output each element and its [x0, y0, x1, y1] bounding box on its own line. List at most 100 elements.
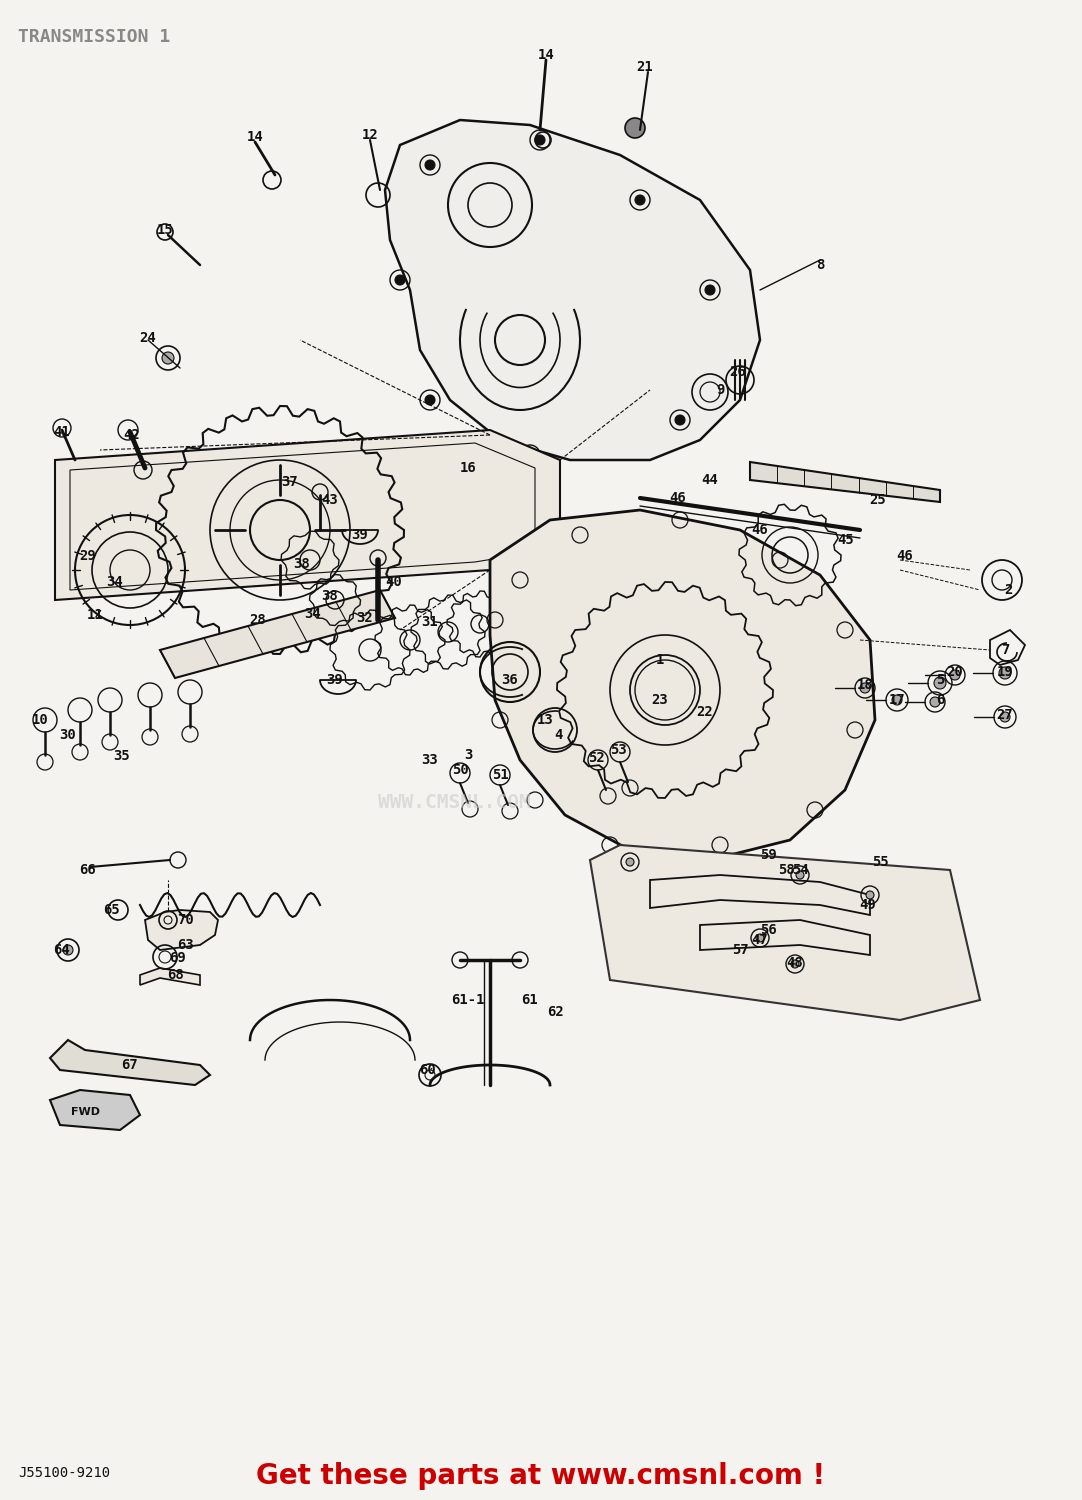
- Circle shape: [525, 450, 535, 460]
- Text: 18: 18: [857, 678, 873, 692]
- Text: 54: 54: [792, 862, 808, 877]
- Text: 38: 38: [293, 556, 311, 572]
- Text: 45: 45: [837, 532, 855, 548]
- Text: 15: 15: [157, 224, 173, 237]
- Text: J55100-9210: J55100-9210: [18, 1466, 110, 1480]
- Circle shape: [796, 871, 804, 879]
- Text: 60: 60: [420, 1064, 436, 1077]
- Text: 43: 43: [321, 494, 339, 507]
- Text: 1: 1: [656, 652, 664, 668]
- Text: 12: 12: [361, 128, 379, 142]
- Text: 9: 9: [716, 382, 724, 398]
- Circle shape: [791, 960, 799, 968]
- Text: 49: 49: [859, 898, 876, 912]
- Circle shape: [950, 670, 960, 680]
- Circle shape: [705, 285, 715, 296]
- Circle shape: [675, 416, 685, 424]
- Text: 2: 2: [1004, 584, 1012, 597]
- Text: TRANSMISSION 1: TRANSMISSION 1: [18, 28, 170, 46]
- Text: 64: 64: [54, 944, 70, 957]
- Text: 29: 29: [80, 549, 96, 562]
- Text: 53: 53: [609, 742, 626, 758]
- Polygon shape: [50, 1090, 140, 1130]
- Text: 46: 46: [897, 549, 913, 562]
- Text: 14: 14: [247, 130, 263, 144]
- Circle shape: [626, 858, 634, 865]
- Text: 67: 67: [121, 1058, 138, 1072]
- Text: 41: 41: [54, 424, 70, 439]
- Text: 36: 36: [502, 674, 518, 687]
- Polygon shape: [385, 120, 760, 460]
- Text: 51: 51: [491, 768, 509, 782]
- Text: 30: 30: [60, 728, 77, 742]
- Polygon shape: [160, 590, 395, 678]
- Text: 39: 39: [352, 528, 368, 542]
- Text: WWW.CMSNL.COM: WWW.CMSNL.COM: [378, 794, 531, 812]
- Polygon shape: [55, 430, 560, 600]
- Text: 17: 17: [888, 693, 906, 706]
- Polygon shape: [50, 1040, 210, 1084]
- Text: 4: 4: [554, 728, 563, 742]
- Text: 10: 10: [31, 712, 49, 728]
- Text: 16: 16: [460, 460, 476, 476]
- Text: 61-1: 61-1: [451, 993, 485, 1006]
- Text: 56: 56: [760, 922, 777, 938]
- Text: 38: 38: [321, 590, 339, 603]
- Circle shape: [395, 274, 405, 285]
- Text: 61: 61: [522, 993, 539, 1006]
- Text: 28: 28: [250, 614, 266, 627]
- Text: 34: 34: [305, 608, 321, 621]
- Text: 25: 25: [870, 494, 886, 507]
- Text: 21: 21: [636, 60, 654, 74]
- Circle shape: [635, 195, 645, 206]
- Circle shape: [1000, 712, 1010, 722]
- Text: 24: 24: [140, 332, 157, 345]
- Text: 3: 3: [464, 748, 472, 762]
- Text: 58: 58: [778, 862, 794, 877]
- Text: 6: 6: [936, 693, 945, 706]
- Text: 8: 8: [816, 258, 824, 272]
- Circle shape: [425, 160, 435, 170]
- Text: 50: 50: [451, 764, 469, 777]
- Text: 7: 7: [1001, 644, 1010, 657]
- Text: 33: 33: [422, 753, 438, 766]
- Text: 22: 22: [697, 705, 713, 718]
- Text: Get these parts at www.cmsnl.com !: Get these parts at www.cmsnl.com !: [256, 1462, 826, 1490]
- Circle shape: [425, 394, 435, 405]
- Text: 11: 11: [87, 608, 104, 622]
- Circle shape: [756, 934, 764, 942]
- Text: 59: 59: [760, 847, 777, 862]
- Text: 27: 27: [997, 708, 1014, 722]
- Circle shape: [162, 352, 174, 364]
- Circle shape: [934, 676, 946, 688]
- Text: 47: 47: [752, 933, 768, 946]
- Text: 19: 19: [997, 664, 1014, 680]
- Circle shape: [892, 694, 902, 705]
- Text: 69: 69: [170, 951, 186, 964]
- Text: 34: 34: [107, 574, 123, 590]
- Text: 23: 23: [651, 693, 669, 706]
- Text: 63: 63: [176, 938, 194, 952]
- Text: 46: 46: [670, 490, 686, 506]
- Text: 20: 20: [947, 664, 963, 680]
- Text: 70: 70: [176, 914, 194, 927]
- Text: 52: 52: [588, 752, 605, 765]
- Text: 55: 55: [872, 855, 888, 868]
- Text: 37: 37: [281, 476, 299, 489]
- Polygon shape: [140, 968, 200, 986]
- Text: 40: 40: [385, 574, 403, 590]
- Text: 13: 13: [537, 712, 553, 728]
- Circle shape: [860, 682, 870, 693]
- Text: 42: 42: [123, 427, 141, 442]
- Text: 14: 14: [538, 48, 554, 62]
- Circle shape: [999, 668, 1011, 680]
- Circle shape: [866, 891, 874, 898]
- Circle shape: [535, 135, 545, 146]
- Text: 66: 66: [80, 862, 96, 877]
- Text: 46: 46: [752, 524, 768, 537]
- Text: 48: 48: [787, 956, 803, 970]
- Circle shape: [63, 945, 72, 956]
- Text: 68: 68: [167, 968, 183, 982]
- Text: 62: 62: [546, 1005, 564, 1019]
- Text: 26: 26: [729, 364, 747, 380]
